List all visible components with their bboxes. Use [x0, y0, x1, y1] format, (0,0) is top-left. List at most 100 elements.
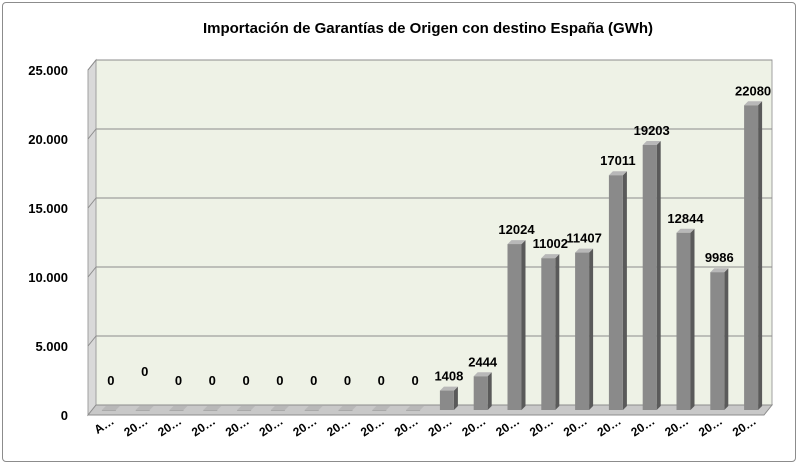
bar-top	[676, 228, 695, 233]
bar-front	[372, 410, 387, 411]
x-tick-label: 20…	[696, 414, 725, 440]
x-tick-label: 20…	[426, 414, 455, 440]
bar	[710, 268, 729, 410]
y-tick-label: 5.000	[35, 339, 68, 354]
bar-front	[270, 410, 285, 411]
x-tick-label: 20…	[392, 414, 421, 440]
bar	[270, 406, 289, 411]
data-label: 1408	[434, 369, 463, 384]
y-tick-label: 15.000	[28, 201, 68, 216]
bar-front	[710, 272, 725, 410]
gridline-side	[87, 128, 97, 140]
bar-front	[406, 410, 421, 411]
y-tick-label: 0	[61, 408, 68, 423]
bar-front	[676, 232, 691, 410]
x-tick-label: 20…	[189, 414, 218, 440]
bar-front	[439, 390, 454, 410]
bar-top	[101, 406, 120, 410]
data-label: 11002	[533, 236, 568, 251]
bar-top	[744, 101, 763, 106]
y-tick-label: 10.000	[28, 270, 68, 285]
data-label: 12024	[498, 222, 535, 237]
bar-top	[237, 406, 256, 410]
bar-side	[758, 101, 763, 411]
bar	[237, 406, 256, 411]
data-label: 0	[242, 373, 249, 388]
bar-front	[642, 144, 657, 410]
bar-side	[589, 248, 594, 410]
bar-side	[487, 372, 492, 410]
x-tick-label: 20…	[223, 414, 252, 440]
bar-front	[203, 410, 218, 411]
bar-top	[338, 406, 357, 410]
bar	[575, 248, 594, 410]
gridline-side	[87, 197, 97, 209]
data-label: 22080	[735, 83, 771, 98]
x-tick-label: 20…	[121, 414, 150, 440]
bar-top	[304, 406, 323, 410]
y-tick-label: 20.000	[28, 132, 68, 147]
x-tick-label: 20…	[459, 414, 488, 440]
gridline-side	[87, 59, 97, 71]
bar-front	[237, 410, 252, 411]
bar	[676, 228, 695, 410]
bar-top	[473, 372, 492, 377]
data-label: 17011	[600, 153, 635, 168]
data-label: 0	[344, 373, 351, 388]
x-tick-label: A…	[92, 414, 117, 437]
gridline-side	[87, 335, 97, 347]
data-label: 0	[378, 373, 385, 388]
bar	[507, 240, 526, 410]
data-label: 0	[175, 373, 182, 388]
bar-side	[555, 254, 560, 410]
x-tick-label: 20…	[730, 414, 759, 440]
x-tick-label: 20…	[628, 414, 657, 440]
bar-side	[656, 140, 661, 410]
data-label: 11407	[566, 231, 601, 246]
bar-front	[338, 410, 353, 411]
data-label: 19203	[634, 123, 670, 138]
data-label: 9986	[705, 250, 734, 265]
x-tick-label: 20…	[662, 414, 691, 440]
bar-top	[439, 386, 458, 391]
bar-side	[453, 386, 458, 410]
bar-front	[473, 376, 488, 410]
data-label: 0	[276, 373, 283, 388]
bar-front	[507, 244, 522, 410]
bar-top	[575, 248, 594, 253]
data-label: 0	[209, 373, 216, 388]
x-tick-label: 20…	[290, 414, 319, 440]
bar-side	[690, 228, 695, 410]
bar-top	[642, 140, 661, 145]
x-tick-label: 20…	[358, 414, 387, 440]
bar	[135, 406, 154, 411]
bar	[642, 140, 661, 410]
bar	[608, 171, 627, 410]
chart-title: Importación de Garantías de Origen con d…	[203, 20, 653, 37]
bar	[304, 406, 323, 411]
data-label: 0	[141, 364, 148, 379]
bar-top	[372, 406, 391, 410]
bar-side	[622, 171, 627, 410]
x-tick-label: 20…	[561, 414, 590, 440]
x-tick-label: 20…	[324, 414, 353, 440]
data-label: 0	[310, 373, 317, 388]
bar-front	[135, 410, 150, 411]
plot-walls	[86, 58, 774, 417]
side-wall	[87, 58, 97, 417]
bar	[439, 386, 458, 410]
x-tick-label: 20…	[527, 414, 556, 440]
bar-front	[744, 105, 759, 411]
data-label: 0	[411, 373, 418, 388]
x-axis-ticks: A… 20… 20… 20… 20… 20… 20… 20… 20… 20… 20… 20… 20… 20…	[92, 414, 759, 440]
x-tick-label: 20…	[493, 414, 522, 440]
bar-top	[710, 268, 729, 273]
data-label: 12844	[667, 211, 704, 226]
bar	[744, 101, 763, 411]
bar	[169, 406, 188, 411]
x-tick-label: 20…	[257, 414, 286, 440]
bar	[541, 254, 560, 410]
bar-front	[304, 410, 319, 411]
bar-top	[203, 406, 222, 410]
